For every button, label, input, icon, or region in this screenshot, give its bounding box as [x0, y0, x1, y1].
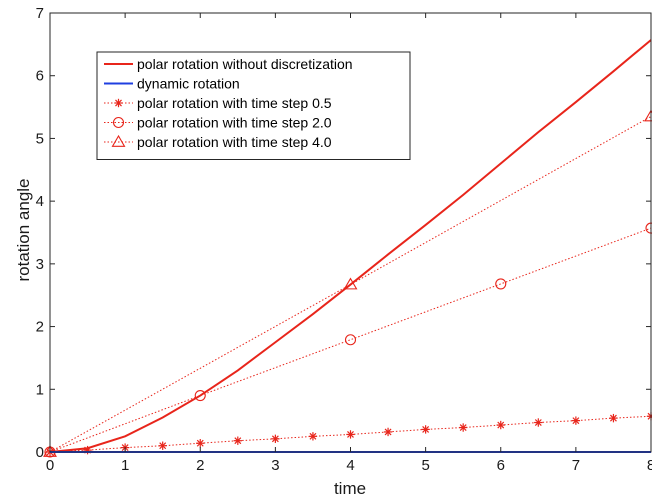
data-point [383, 427, 393, 437]
legend: polar rotation without discretization dyn… [96, 51, 411, 160]
data-point [194, 390, 206, 402]
series-line-1 [49, 39, 652, 453]
legend-entry-2: dynamic rotation [104, 76, 240, 92]
y-tick-label: 1 [36, 381, 44, 398]
y-tick-label: 3 [36, 256, 44, 273]
legend-entry-1: polar rotation without discretization [104, 56, 353, 72]
y-axis-label: rotation angle [14, 178, 33, 281]
y-tick-label: 2 [36, 319, 44, 336]
legend-entry-5: polar rotation with time step 4.0 [104, 134, 332, 150]
x-tick-label: 7 [572, 457, 580, 474]
y-tick-label: 4 [36, 193, 44, 210]
data-point [308, 432, 318, 441]
series-3 [45, 412, 652, 457]
data-point [196, 439, 205, 448]
data-point [271, 434, 280, 444]
legend-label: polar rotation with time step 4.0 [137, 134, 332, 150]
data-point [495, 278, 507, 290]
legend-marker [112, 116, 125, 129]
x-tick-label: 1 [121, 457, 129, 474]
x-tick-label: 6 [497, 457, 505, 474]
data-point [609, 413, 618, 423]
x-tick-label: 0 [46, 457, 54, 474]
x-tick-label: 2 [196, 457, 204, 474]
series-1 [49, 39, 652, 453]
y-tick-label: 7 [36, 5, 44, 22]
data-point [496, 420, 505, 430]
data-point [458, 423, 468, 432]
y-tick-label: 6 [36, 68, 44, 85]
data-point [343, 277, 358, 290]
x-tick-label: 4 [346, 457, 354, 474]
axes-layer: 0 1 2 3 4 5 6 7 8 0 1 2 3 4 5 6 7 [36, 5, 652, 474]
x-tick-label: 3 [271, 457, 279, 474]
legend-entry-3: polar rotation with time step 0.5 [104, 95, 332, 111]
data-point [346, 430, 355, 439]
legend-marker [111, 134, 126, 147]
x-tick-label: 8 [647, 457, 652, 474]
x-tick-label: 5 [421, 457, 429, 474]
data-point [233, 436, 243, 445]
legend-label: dynamic rotation [137, 76, 240, 92]
data-point [158, 441, 167, 450]
data-point [534, 418, 543, 427]
data-point [421, 425, 430, 434]
y-tick-label: 0 [36, 444, 44, 461]
legend-box [96, 51, 411, 160]
legend-label: polar rotation without discretization [137, 56, 353, 72]
y-tick-label: 5 [36, 130, 44, 147]
data-point [571, 416, 581, 425]
legend-marker [114, 98, 123, 108]
legend-entry-4: polar rotation with time step 2.0 [104, 115, 332, 131]
data-point [344, 334, 357, 346]
legend-label: polar rotation with time step 0.5 [137, 95, 332, 111]
legend-label: polar rotation with time step 2.0 [137, 115, 332, 131]
x-axis-label: time [334, 479, 366, 497]
